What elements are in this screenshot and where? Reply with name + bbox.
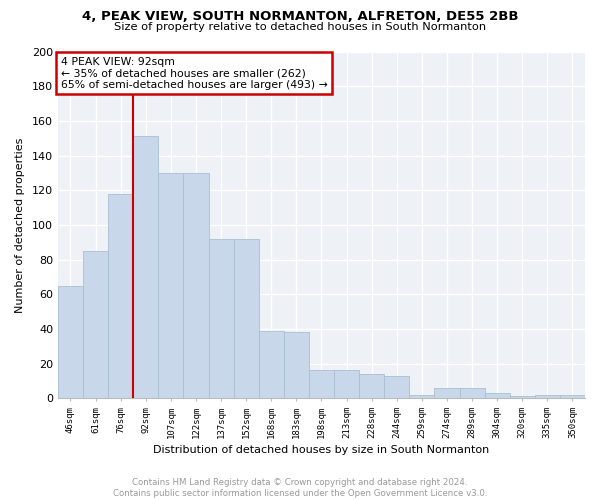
Bar (184, 173, 209, 398)
Bar (158, 173, 184, 398)
Text: 4 PEAK VIEW: 92sqm
← 35% of detached houses are smaller (262)
65% of semi-detach: 4 PEAK VIEW: 92sqm ← 35% of detached hou… (61, 56, 328, 90)
Bar (309, 370, 334, 398)
Bar (535, 394, 560, 398)
Text: 4, PEAK VIEW, SOUTH NORMANTON, ALFRETON, DE55 2BB: 4, PEAK VIEW, SOUTH NORMANTON, ALFRETON,… (82, 10, 518, 23)
Bar (108, 194, 133, 398)
Y-axis label: Number of detached properties: Number of detached properties (15, 137, 25, 312)
Bar (209, 238, 233, 398)
Bar (334, 370, 359, 398)
Bar (284, 332, 309, 398)
Bar (460, 388, 485, 398)
Bar (409, 394, 434, 398)
Text: Size of property relative to detached houses in South Normanton: Size of property relative to detached ho… (114, 22, 486, 32)
X-axis label: Distribution of detached houses by size in South Normanton: Distribution of detached houses by size … (154, 445, 490, 455)
Bar (510, 396, 535, 398)
Bar (384, 376, 409, 398)
Text: Contains HM Land Registry data © Crown copyright and database right 2024.
Contai: Contains HM Land Registry data © Crown c… (113, 478, 487, 498)
Bar (359, 374, 384, 398)
Bar (83, 251, 108, 398)
Bar (434, 388, 460, 398)
Bar (259, 330, 284, 398)
Bar (485, 393, 510, 398)
Bar (133, 136, 158, 398)
Bar (560, 394, 585, 398)
Bar (233, 238, 259, 398)
Bar (58, 286, 83, 398)
